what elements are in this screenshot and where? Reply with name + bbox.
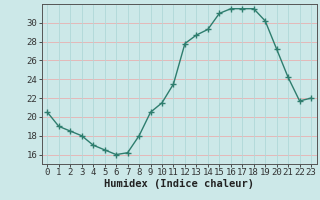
X-axis label: Humidex (Indice chaleur): Humidex (Indice chaleur) (104, 179, 254, 189)
